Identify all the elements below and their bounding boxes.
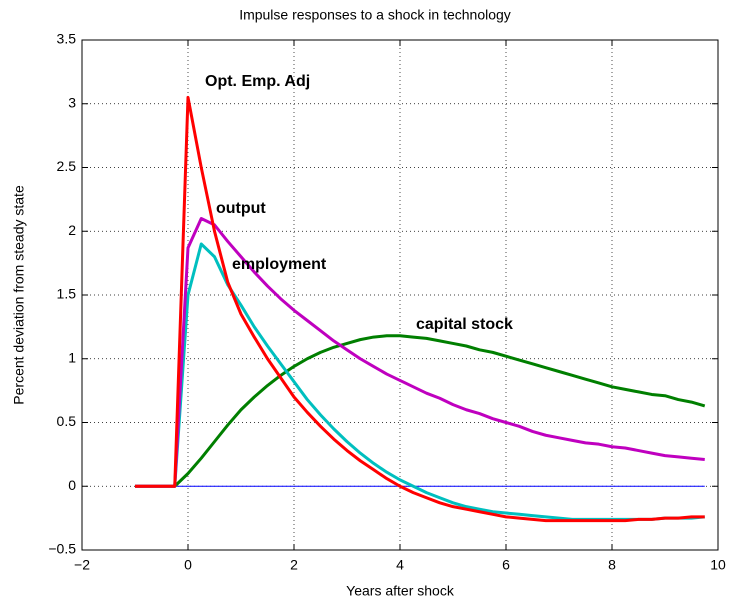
y-tick-label: 0.5 <box>57 413 77 429</box>
x-tick-label: 0 <box>184 557 192 573</box>
x-tick-label: −2 <box>74 557 90 573</box>
annotation: Opt. Emp. Adj <box>205 73 310 90</box>
y-tick-label: −0.5 <box>48 541 76 557</box>
y-tick-label: 0 <box>68 477 76 493</box>
chart-title: Impulse responses to a shock in technolo… <box>239 7 511 23</box>
y-axis-label: Percent deviation from steady state <box>11 185 27 405</box>
series-line <box>135 217 705 488</box>
y-tick-label: 3.5 <box>57 31 77 47</box>
annotation: output <box>216 200 266 217</box>
x-tick-label: 10 <box>710 557 726 573</box>
y-tick-label: 1.5 <box>57 286 77 302</box>
series-line <box>135 95 705 523</box>
x-tick-label: 8 <box>608 557 616 573</box>
y-tick-label: 2.5 <box>57 158 77 174</box>
x-tick-label: 6 <box>502 557 510 573</box>
x-tick-label: 4 <box>396 557 404 573</box>
annotation: capital stock <box>416 316 513 333</box>
annotation: employment <box>232 256 327 273</box>
plot-frame <box>81 39 719 551</box>
y-tick-label: 1 <box>68 349 76 365</box>
series-line <box>135 334 706 488</box>
x-tick-label: 2 <box>290 557 298 573</box>
y-tick-label: 2 <box>68 222 76 238</box>
x-axis-label: Years after shock <box>346 583 455 599</box>
y-tick-label: 3 <box>68 94 76 110</box>
